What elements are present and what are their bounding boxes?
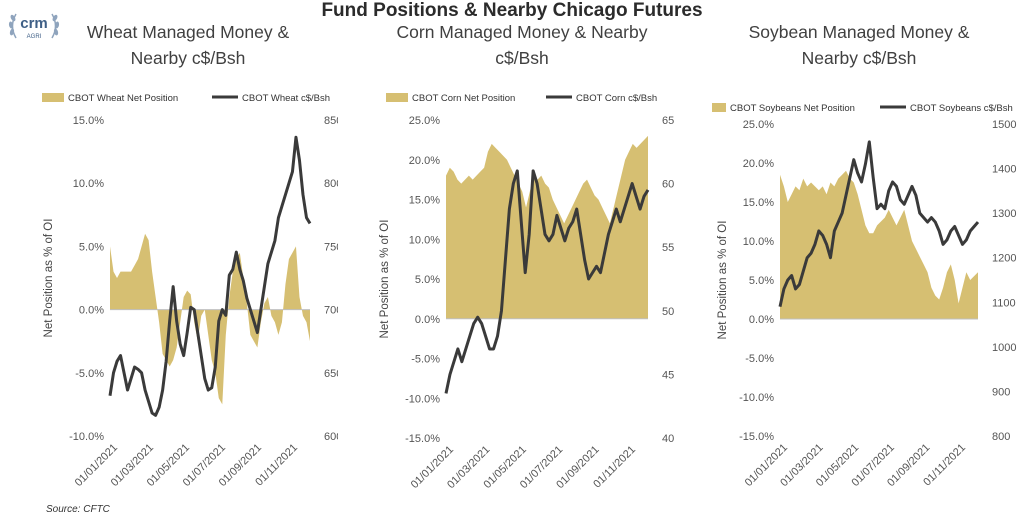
legend-area-swatch (712, 103, 726, 112)
y-tick-label: 20.0% (409, 155, 440, 167)
page-title: Fund Positions & Nearby Chicago Futures (321, 0, 703, 21)
source-note: Source: CFTC (46, 504, 110, 515)
legend-area-label: CBOT Soybeans Net Position (730, 103, 855, 114)
logo-subtext: AGRI (27, 34, 42, 40)
y-tick-label: 5.0% (749, 275, 774, 287)
soybean-chart-title: Soybean Managed Money & Nearby c$/Bsh (748, 22, 970, 68)
y-tick-label: -15.0% (405, 433, 440, 445)
wheat-chart: CBOT Wheat Net Position CBOT Wheat c$/Bsh… (42, 93, 338, 489)
y2-tick-label: 700 (324, 305, 338, 317)
y2-tick-label: 800 (992, 431, 1010, 443)
net-position-area (780, 170, 978, 319)
y-tick-label: 15.0% (743, 197, 774, 209)
y2-tick-label: 1000 (992, 342, 1016, 354)
y-tick-label: 10.0% (409, 234, 440, 246)
y-axis-title: Net Position as % of OI (717, 221, 729, 340)
y-tick-label: 20.0% (743, 158, 774, 170)
crm-logo: crm AGRI (4, 6, 64, 46)
y-tick-label: 0.0% (415, 314, 440, 326)
legend: CBOT Soybeans Net Position CBOT Soybeans … (712, 103, 1013, 114)
y2-tick-label: 1300 (992, 208, 1016, 220)
y2-tick-label: 850 (324, 115, 338, 127)
y-tick-label: -10.0% (405, 393, 440, 405)
laurel-logo-icon: crm AGRI (8, 13, 60, 40)
y2-tick-label: 550 (662, 242, 674, 254)
y2-tick-label: 1500 (992, 119, 1016, 131)
legend-area-label: CBOT Corn Net Position (412, 93, 515, 104)
net-position-area (446, 135, 648, 319)
y2-tick-label: 800 (324, 178, 338, 190)
y-tick-label: -5.0% (745, 353, 774, 365)
net-position-area (110, 233, 310, 405)
y2-tick-label: 600 (662, 179, 674, 191)
y2-tick-label: 750 (324, 241, 338, 253)
legend-line-label: CBOT Corn c$/Bsh (576, 93, 657, 104)
legend-line-label: CBOT Wheat c$/Bsh (242, 93, 330, 104)
logo-text: crm (20, 15, 48, 32)
price-line (778, 140, 980, 308)
price-line (444, 169, 650, 394)
y-tick-label: 25.0% (743, 119, 774, 131)
y2-tick-label: 1200 (992, 253, 1016, 265)
y2-tick-label: 650 (324, 368, 338, 380)
wheat-chart-title: Wheat Managed Money & Nearby c$/Bsh (86, 22, 290, 68)
y-tick-label: -5.0% (411, 354, 440, 366)
y-tick-label: 0.0% (749, 314, 774, 326)
y-tick-label: 5.0% (79, 241, 104, 253)
soybean-chart: CBOT Soybeans Net Position CBOT Soybeans … (712, 103, 1016, 489)
y2-tick-label: 650 (662, 115, 674, 127)
y2-tick-label: 450 (662, 369, 674, 381)
y-tick-label: 10.0% (743, 236, 774, 248)
y2-tick-label: 900 (992, 386, 1010, 398)
y-tick-label: 0.0% (79, 305, 104, 317)
y-tick-label: -15.0% (739, 431, 774, 443)
y-tick-label: 15.0% (73, 115, 104, 127)
y-tick-label: -10.0% (69, 431, 104, 443)
corn-chart: CBOT Corn Net Position CBOT Corn c$/Bsh -1… (379, 93, 674, 491)
y2-tick-label: 1400 (992, 164, 1016, 176)
legend-area-swatch (386, 93, 408, 102)
y-tick-label: 10.0% (73, 178, 104, 190)
y2-tick-label: 400 (662, 433, 674, 445)
price-line (108, 135, 312, 417)
legend-area-swatch (42, 93, 64, 102)
legend: CBOT Wheat Net Position CBOT Wheat c$/Bsh (42, 93, 330, 104)
y2-tick-label: 600 (324, 431, 338, 443)
y2-tick-label: 1100 (992, 297, 1016, 309)
legend: CBOT Corn Net Position CBOT Corn c$/Bsh (386, 93, 657, 104)
legend-line-label: CBOT Soybeans c$/Bsh (910, 103, 1013, 114)
y-tick-label: -5.0% (75, 368, 104, 380)
y-tick-label: 25.0% (409, 115, 440, 127)
y-tick-label: -10.0% (739, 392, 774, 404)
legend-area-label: CBOT Wheat Net Position (68, 93, 178, 104)
y-tick-label: 15.0% (409, 195, 440, 207)
y-tick-label: 5.0% (415, 274, 440, 286)
y-axis-title: Net Position as % of OI (379, 220, 391, 339)
y2-tick-label: 500 (662, 306, 674, 318)
corn-chart-title: Corn Managed Money & Nearby c$/Bsh (396, 22, 648, 68)
y-axis-title: Net Position as % of OI (43, 219, 55, 338)
